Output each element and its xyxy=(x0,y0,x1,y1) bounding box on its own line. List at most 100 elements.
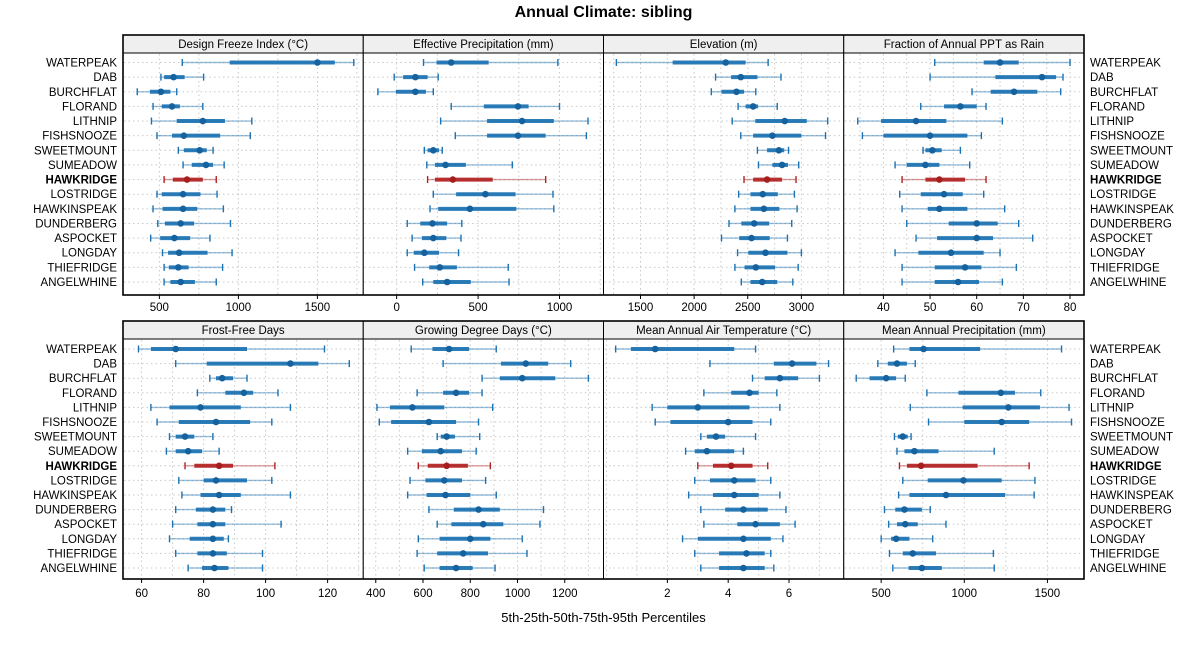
median-dot xyxy=(445,345,453,353)
site-label-right: DUNDERBERG xyxy=(1090,218,1172,230)
panel-strip-label: Mean Annual Precipitation (mm) xyxy=(882,325,1046,337)
median-dot xyxy=(947,249,955,257)
median-dot xyxy=(437,447,445,455)
median-dot xyxy=(769,132,776,139)
percentile-row-florand xyxy=(703,389,778,397)
median-dot xyxy=(942,491,950,499)
median-dot xyxy=(459,550,467,557)
median-dot xyxy=(703,447,711,455)
percentile-row-dab xyxy=(929,73,1064,81)
percentile-row-dunderberg xyxy=(728,219,793,227)
percentile-row-hawkinspeak xyxy=(687,491,781,499)
percentile-row-sumeadow xyxy=(894,161,971,169)
percentile-row-lithnip xyxy=(150,403,292,411)
median-dot xyxy=(954,278,962,286)
median-dot xyxy=(443,278,451,286)
percentile-row-thiefridge xyxy=(174,549,264,557)
site-label-left: ANGELWHINE xyxy=(41,277,118,289)
percentile-row-angelwhine xyxy=(700,564,775,572)
panel-frost-free-days: Frost-Free Days 60 80 100 120 xyxy=(122,320,364,600)
median-dot xyxy=(171,234,178,242)
site-label-left: BURCHFLAT xyxy=(49,87,117,99)
percentile-row-lithnip xyxy=(731,117,829,125)
site-label-left: HAWKINSPEAK xyxy=(33,204,117,216)
median-dot xyxy=(892,535,900,543)
site-label-left: HAWKRIDGE xyxy=(45,175,117,187)
percentile-row-aspocket xyxy=(149,234,211,242)
percentile-row-hawkridge xyxy=(901,176,987,184)
median-dot xyxy=(215,491,223,499)
percentile-row-hawkinspeak xyxy=(897,491,1035,499)
site-label-right: THIEFRIDGE xyxy=(1090,262,1160,274)
site-label-right: DAB xyxy=(1090,359,1114,371)
axis-tick-label: 100 xyxy=(256,588,275,600)
percentile-row-lostridge xyxy=(694,476,772,484)
percentile-row-hawkridge xyxy=(184,462,276,470)
percentile-row-dab xyxy=(174,360,350,368)
percentile-row-lithnip xyxy=(376,403,494,411)
percentile-row-sumeadow xyxy=(165,447,220,455)
median-dot xyxy=(443,462,450,470)
median-dot xyxy=(788,360,796,367)
axis-tick-label: 2000 xyxy=(681,302,707,314)
median-dot xyxy=(893,360,901,367)
percentile-row-burchflat xyxy=(710,88,757,96)
percentile-row-waterpeak xyxy=(422,59,559,66)
axis-tick-label: 1200 xyxy=(552,588,578,600)
median-dot xyxy=(730,491,738,499)
percentile-row-aspocket xyxy=(171,520,282,528)
site-label-right: HAWKRIDGE xyxy=(1090,461,1162,473)
median-dot xyxy=(466,535,474,543)
axis-tick-label: 40 xyxy=(877,302,890,314)
median-dot xyxy=(157,88,165,96)
site-label-left: LITHNIP xyxy=(73,402,117,414)
percentile-row-florand xyxy=(737,102,778,110)
percentile-row-sweetmount xyxy=(922,146,962,154)
axis-tick-label: 60 xyxy=(135,588,148,600)
median-dot xyxy=(901,520,909,528)
site-label-right: ANGELWHINE xyxy=(1090,563,1167,575)
median-dot xyxy=(724,418,732,426)
median-dot xyxy=(240,389,248,397)
median-dot xyxy=(443,433,450,440)
percentile-row-fishsnooze xyxy=(861,132,983,140)
median-dot xyxy=(436,264,444,271)
site-label-left: LONGDAY xyxy=(62,534,118,546)
site-label-right: SWEETMOUNT xyxy=(1090,145,1173,157)
percentile-row-florand xyxy=(926,389,1042,397)
percentile-row-lostridge xyxy=(432,190,554,198)
percentile-row-waterpeak xyxy=(614,345,757,353)
median-dot xyxy=(775,147,783,154)
median-dot xyxy=(920,345,927,353)
percentile-row-burchflat xyxy=(855,374,906,382)
median-dot xyxy=(314,59,321,66)
site-label-right: ASPOCKET xyxy=(1090,233,1153,245)
percentile-row-longday xyxy=(168,535,230,543)
percentile-row-lostridge xyxy=(737,190,796,198)
percentile-row-aspocket xyxy=(703,520,796,528)
median-dot xyxy=(452,564,460,572)
percentile-row-fishsnooze xyxy=(740,132,827,140)
median-dot xyxy=(196,147,203,154)
median-dot xyxy=(752,264,760,271)
percentile-row-hawkinspeak xyxy=(181,491,292,499)
panel-body xyxy=(603,338,845,580)
panel-fraction-of-annual-ppt-as-rain: Fraction of Annual PPT as Rain 40 50 60 70 80 xyxy=(843,34,1085,314)
site-label-right: LOSTRIDGE xyxy=(1090,475,1157,487)
median-dot xyxy=(911,447,918,455)
median-dot xyxy=(1038,73,1046,81)
site-label-right: DUNDERBERG xyxy=(1090,505,1172,517)
axis-tick-label: 500 xyxy=(872,588,891,600)
site-label-right: THIEFRIDGE xyxy=(1090,548,1160,560)
axis-tick-label: 60 xyxy=(970,302,983,314)
percentile-row-longday xyxy=(894,249,1001,257)
panel-strip-label: Effective Precipitation (mm) xyxy=(413,39,554,51)
site-label-left: DAB xyxy=(93,359,117,371)
median-dot xyxy=(651,345,659,353)
percentile-row-angelwhine xyxy=(901,278,1004,286)
percentile-row-fishsnooze xyxy=(454,132,588,140)
site-label-right: WATERPEAK xyxy=(1090,344,1161,356)
median-dot xyxy=(202,161,210,169)
median-dot xyxy=(973,220,981,227)
median-dot xyxy=(518,374,526,382)
